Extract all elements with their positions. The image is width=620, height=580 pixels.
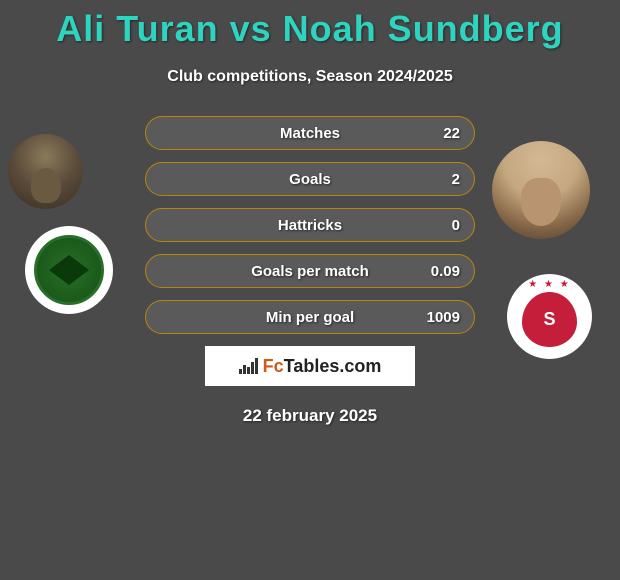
brand-suffix: Tables.com [284, 356, 382, 376]
stat-value: 0.09 [431, 263, 460, 280]
stat-label: Hattricks [278, 217, 342, 234]
comparison-area: ★ ★ ★ S Matches 22 Goals 2 Hattricks 0 G… [0, 116, 620, 426]
brand-text: FcTables.com [263, 356, 382, 377]
stat-value: 22 [443, 125, 460, 142]
stat-row-matches: Matches 22 [145, 116, 475, 150]
stat-row-goals: Goals 2 [145, 162, 475, 196]
brand-prefix: Fc [263, 356, 284, 376]
stat-label: Goals [289, 171, 331, 188]
stat-value: 0 [452, 217, 460, 234]
stat-label: Matches [280, 125, 340, 142]
team-left-badge [25, 226, 113, 314]
date-footer: 22 february 2025 [0, 406, 620, 426]
stat-value: 2 [452, 171, 460, 188]
stat-row-mpg: Min per goal 1009 [145, 300, 475, 334]
stat-label: Goals per match [251, 263, 369, 280]
stat-row-gpm: Goals per match 0.09 [145, 254, 475, 288]
brand-box: FcTables.com [205, 346, 415, 386]
stat-label: Min per goal [266, 309, 354, 326]
stat-value: 1009 [427, 309, 460, 326]
bar-chart-icon [239, 358, 258, 374]
sivasspor-icon: ★ ★ ★ S [520, 284, 580, 349]
team-right-badge: ★ ★ ★ S [507, 274, 592, 359]
konyaspor-icon [34, 235, 104, 305]
subtitle: Club competitions, Season 2024/2025 [0, 68, 620, 86]
stat-row-hattricks: Hattricks 0 [145, 208, 475, 242]
page-title: Ali Turan vs Noah Sundberg [0, 0, 620, 50]
stats-column: Matches 22 Goals 2 Hattricks 0 Goals per… [145, 116, 475, 334]
player-right-avatar [492, 141, 590, 239]
player-left-avatar [8, 134, 83, 209]
